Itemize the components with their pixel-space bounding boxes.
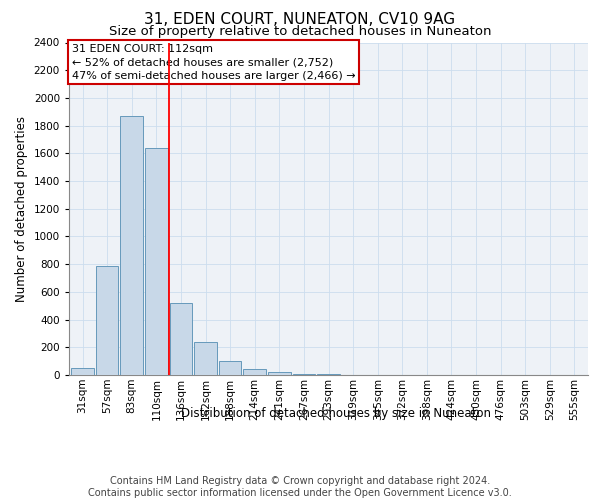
Bar bbox=[317, 374, 340, 375]
Bar bbox=[121, 116, 143, 375]
Bar bbox=[145, 148, 167, 375]
Bar bbox=[244, 369, 266, 375]
Bar bbox=[96, 266, 118, 375]
Y-axis label: Number of detached properties: Number of detached properties bbox=[15, 116, 28, 302]
Text: 31 EDEN COURT: 112sqm
← 52% of detached houses are smaller (2,752)
47% of semi-d: 31 EDEN COURT: 112sqm ← 52% of detached … bbox=[71, 44, 355, 80]
Bar bbox=[293, 374, 315, 375]
Text: Size of property relative to detached houses in Nuneaton: Size of property relative to detached ho… bbox=[109, 25, 491, 38]
Text: Contains HM Land Registry data © Crown copyright and database right 2024.
Contai: Contains HM Land Registry data © Crown c… bbox=[88, 476, 512, 498]
Bar bbox=[219, 361, 241, 375]
Text: Distribution of detached houses by size in Nuneaton: Distribution of detached houses by size … bbox=[181, 408, 491, 420]
Bar bbox=[268, 372, 290, 375]
Bar bbox=[170, 303, 192, 375]
Text: 31, EDEN COURT, NUNEATON, CV10 9AG: 31, EDEN COURT, NUNEATON, CV10 9AG bbox=[145, 12, 455, 28]
Bar bbox=[71, 368, 94, 375]
Bar bbox=[194, 342, 217, 375]
